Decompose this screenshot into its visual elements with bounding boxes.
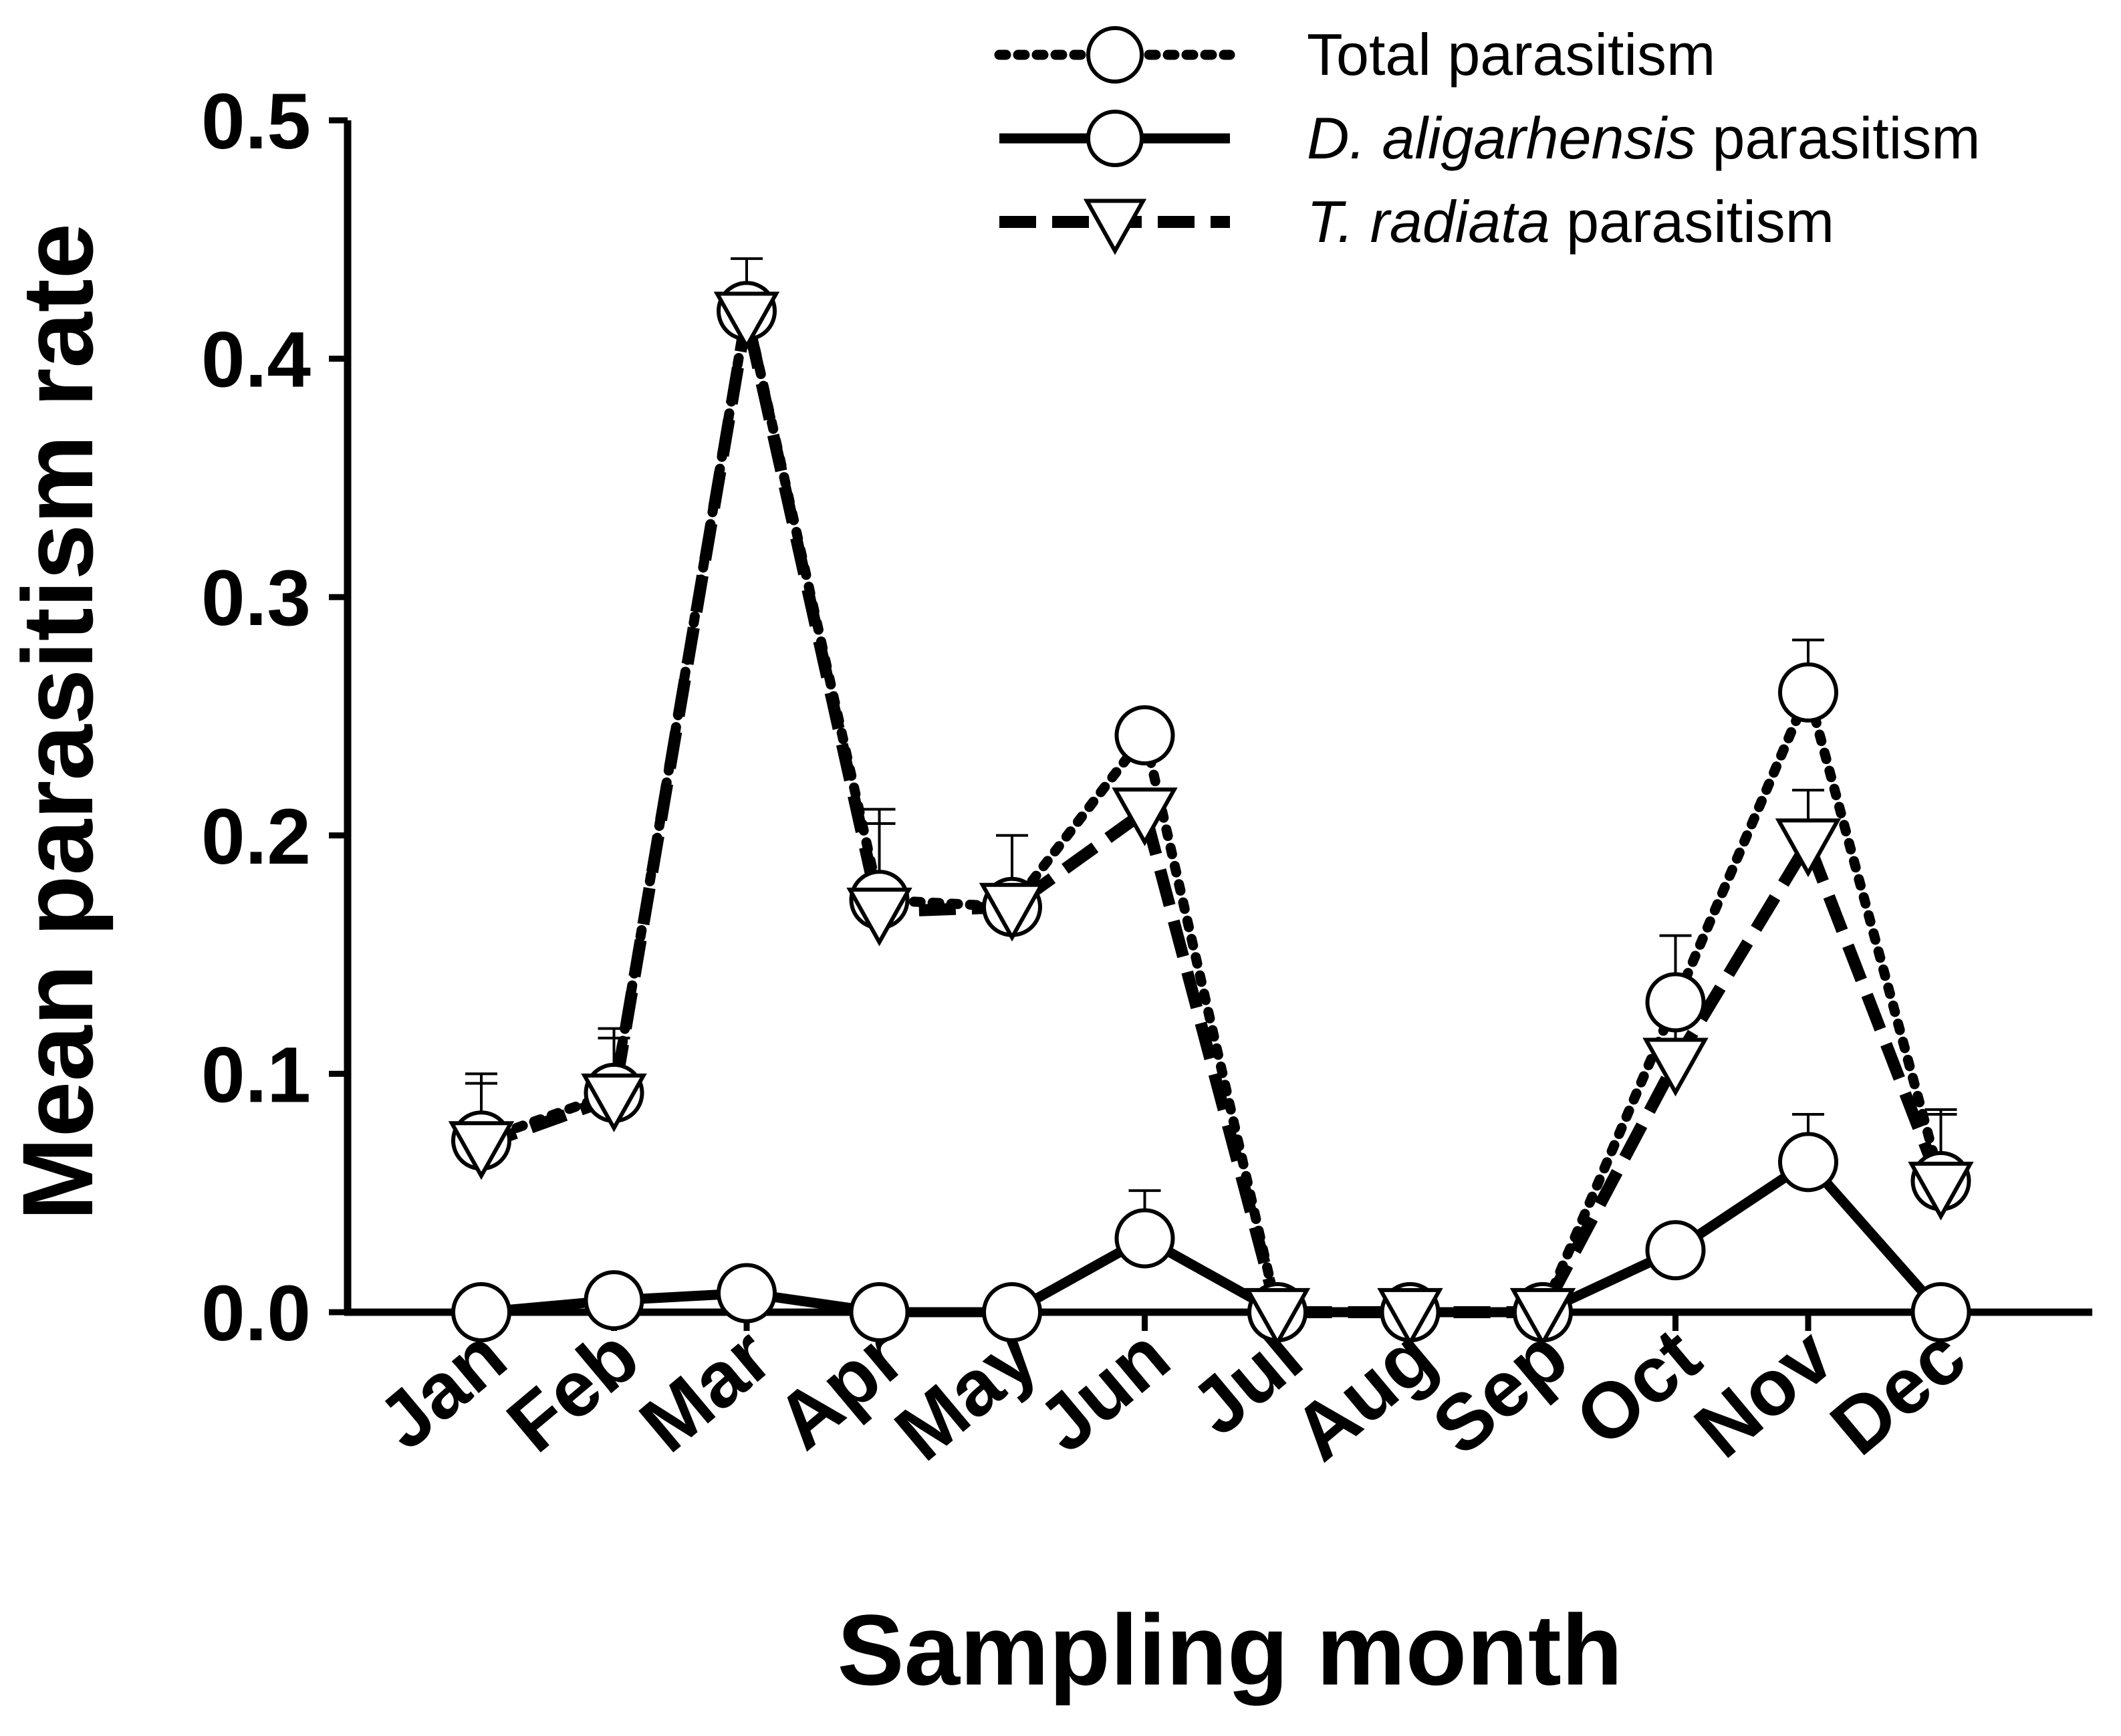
legend-label-text: Total parasitism [1307,21,1715,88]
y-axis-title: Mean parasitism rate [1,223,114,1221]
triangle-marker [1908,1161,1974,1221]
circle-marker [1114,1208,1175,1269]
triangle-marker [1377,1287,1443,1347]
circle-marker [1086,26,1144,84]
circle-marker [982,1282,1042,1342]
legend: Total parasitism D. aligarhensis parasiti… [994,21,1981,255]
y-tick-label: 0.4 [201,316,311,404]
legend-label-text: parasitism [1550,189,1834,255]
circle-marker [1778,662,1838,723]
triangle-marker [1775,818,1842,878]
circle-marker [1086,110,1144,167]
legend-item: T. radiata parasitism [999,189,1834,255]
y-tick-label: 0.3 [201,554,311,642]
series-line [479,309,1947,1318]
triangle-marker [1083,199,1147,255]
legend-label: T. radiata parasitism [1307,189,1834,255]
circle-marker [1645,972,1706,1033]
circle-marker [717,1263,777,1324]
triangle-marker [713,291,780,351]
triangle-marker [1244,1287,1311,1347]
series-layer [448,257,1974,1347]
legend-label-italic: T. radiata [1307,189,1550,255]
circle-marker [1114,705,1175,766]
triangle-marker [1112,787,1178,846]
triangle-marker [846,887,912,947]
y-tick-label: 0.1 [201,1031,311,1119]
legend-label: Total parasitism [1307,21,1715,88]
triangle-marker [581,1073,647,1132]
circle-marker [849,1282,910,1342]
triangle-marker [979,882,1045,942]
circle-marker [451,1282,511,1342]
circle-marker [1645,1220,1706,1281]
y-tick-label: 0.0 [201,1269,311,1358]
circle-marker [1778,1132,1838,1193]
markers-dashed [448,291,1974,1347]
x-axis-title: Sampling month [838,1594,1623,1706]
legend-item: D. aligarhensis parasitism [999,105,1981,171]
y-tick-label: 0.2 [201,793,311,881]
legend-label: D. aligarhensis parasitism [1307,105,1981,171]
legend-label-text: parasitism [1696,105,1980,171]
y-tick-label: 0.5 [201,78,311,166]
circle-marker [584,1270,644,1331]
legend-item: Total parasitism [994,21,1715,88]
triangle-marker [1642,1037,1709,1097]
triangle-marker [448,1121,515,1181]
circle-marker [1910,1282,1971,1342]
legend-label-italic: D. aligarhensis [1307,105,1696,171]
triangle-marker [1509,1287,1576,1347]
